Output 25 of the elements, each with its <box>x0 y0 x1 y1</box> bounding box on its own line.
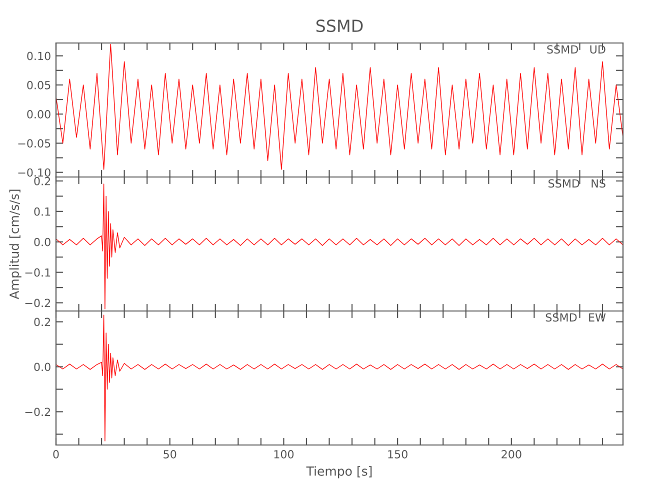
y-tick-label: −0.10 <box>18 168 50 177</box>
y-axis-title: Amplitud [cm/s/s] <box>9 190 22 300</box>
x-axis-title: Tiempo [s] <box>306 466 372 478</box>
x-tick-label: 50 <box>164 450 176 458</box>
annotation: SSMD UD <box>547 45 606 54</box>
y-tick-label: 0.05 <box>27 80 50 90</box>
annotation: SSMD EW <box>546 313 606 322</box>
x-tick-label: 0 <box>53 450 59 458</box>
line-series <box>56 314 623 442</box>
y-tick-label: 0.0 <box>34 362 50 372</box>
x-tick-label: 150 <box>388 450 408 458</box>
y-tick-label: 0.1 <box>34 207 50 216</box>
y-tick-label: 0.2 <box>34 176 50 186</box>
x-tick-label: 100 <box>274 450 294 458</box>
y-tick-label: 0.0 <box>34 238 50 246</box>
y-tick-label: −0.2 <box>25 298 50 308</box>
x-tick-label: 200 <box>502 450 522 458</box>
y-tick-label: 0.2 <box>34 318 50 326</box>
y-tick-label: −0.1 <box>25 268 50 277</box>
annotation: SSMD NS <box>548 179 606 188</box>
y-tick-label: −0.2 <box>25 408 50 416</box>
y-tick-label: 0.10 <box>27 52 50 60</box>
y-tick-label: −0.05 <box>18 139 50 148</box>
chart-title: SSMD <box>316 20 363 32</box>
y-tick-label: 0.00 <box>27 110 50 118</box>
